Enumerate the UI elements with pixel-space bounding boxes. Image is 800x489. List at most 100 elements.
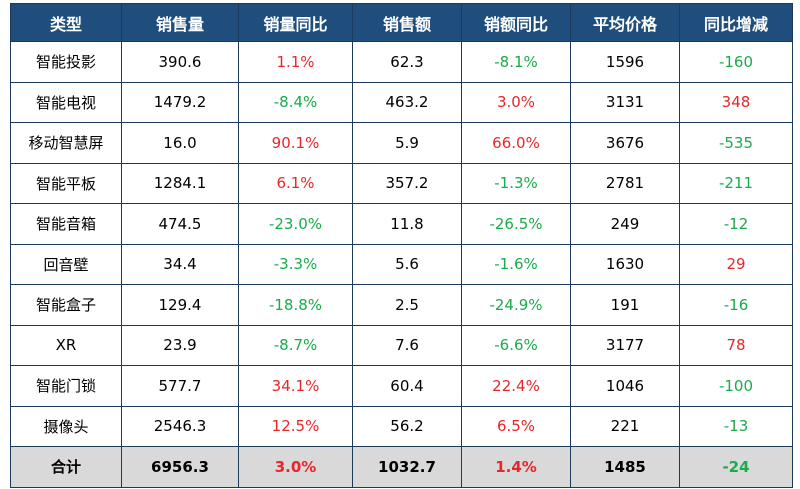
value-cell: 5.6 (352, 243, 462, 285)
value-cell: 1596 (570, 41, 680, 83)
value-cell: -8.4% (238, 81, 353, 123)
table-row: 智能音箱 474.5 -23.0% 11.8 -26.5% 249 -12 (10, 203, 793, 245)
table-row: 智能电视 1479.2 -8.4% 463.2 3.0% 3131 348 (10, 81, 793, 123)
value-cell: 1032.7 (352, 446, 462, 488)
value-cell: -23.0% (238, 203, 353, 245)
category-cell: 移动智慧屏 (10, 122, 122, 164)
value-cell: -6.6% (461, 324, 571, 366)
table-row: XR 23.9 -8.7% 7.6 -6.6% 3177 78 (10, 324, 793, 366)
value-cell: -3.3% (238, 243, 353, 285)
value-cell: 22.4% (461, 365, 571, 407)
value-cell: -1.3% (461, 162, 571, 204)
sales-table: 类型 销售量 销量同比 销售额 销额同比 平均价格 同比增减 智能投影 390.6 1.1% 62… (10, 3, 793, 488)
value-cell: 3.0% (461, 81, 571, 123)
value-cell: 78 (679, 324, 793, 366)
table-row: 智能投影 390.6 1.1% 62.3 -8.1% 1596 -160 (10, 41, 793, 83)
table-row: 智能盒子 129.4 -18.8% 2.5 -24.9% 191 -16 (10, 284, 793, 326)
value-cell: 90.1% (238, 122, 353, 164)
table-body: 智能投影 390.6 1.1% 62.3 -8.1% 1596 -160 智能电视 1479.2… (10, 41, 793, 488)
header-cell: 平均价格 (570, 3, 680, 42)
value-cell: 1046 (570, 365, 680, 407)
value-cell: -24.9% (461, 284, 571, 326)
value-cell: 11.8 (352, 203, 462, 245)
header-cell: 销售额 (352, 3, 462, 42)
value-cell: -26.5% (461, 203, 571, 245)
value-cell: 6.5% (461, 405, 571, 447)
category-cell: XR (10, 324, 122, 366)
value-cell: 23.9 (121, 324, 239, 366)
value-cell: 56.2 (352, 405, 462, 447)
value-cell: 474.5 (121, 203, 239, 245)
header-cell: 销额同比 (461, 3, 571, 42)
header-cell: 类型 (10, 3, 122, 42)
value-cell: 60.4 (352, 365, 462, 407)
value-cell: 221 (570, 405, 680, 447)
value-cell: -16 (679, 284, 793, 326)
value-cell: 249 (570, 203, 680, 245)
value-cell: 29 (679, 243, 793, 285)
value-cell: 3177 (570, 324, 680, 366)
value-cell: 1485 (570, 446, 680, 488)
value-cell: 34.4 (121, 243, 239, 285)
value-cell: -24 (679, 446, 793, 488)
category-cell: 智能平板 (10, 162, 122, 204)
category-cell: 回音壁 (10, 243, 122, 285)
table-row: 摄像头 2546.3 12.5% 56.2 6.5% 221 -13 (10, 405, 793, 447)
category-cell: 合计 (10, 446, 122, 488)
category-cell: 智能投影 (10, 41, 122, 83)
category-cell: 智能盒子 (10, 284, 122, 326)
value-cell: 3676 (570, 122, 680, 164)
table-row: 移动智慧屏 16.0 90.1% 5.9 66.0% 3676 -535 (10, 122, 793, 164)
value-cell: 191 (570, 284, 680, 326)
category-cell: 智能门锁 (10, 365, 122, 407)
value-cell: 1284.1 (121, 162, 239, 204)
value-cell: -160 (679, 41, 793, 83)
value-cell: 2.5 (352, 284, 462, 326)
value-cell: 16.0 (121, 122, 239, 164)
value-cell: 129.4 (121, 284, 239, 326)
value-cell: 3131 (570, 81, 680, 123)
value-cell: 34.1% (238, 365, 353, 407)
value-cell: 1.4% (461, 446, 571, 488)
value-cell: 463.2 (352, 81, 462, 123)
value-cell: 577.7 (121, 365, 239, 407)
category-cell: 摄像头 (10, 405, 122, 447)
value-cell: -18.8% (238, 284, 353, 326)
table-row: 智能平板 1284.1 6.1% 357.2 -1.3% 2781 -211 (10, 162, 793, 204)
header-cell: 销售量 (121, 3, 239, 42)
value-cell: 5.9 (352, 122, 462, 164)
value-cell: 1630 (570, 243, 680, 285)
table-row: 回音壁 34.4 -3.3% 5.6 -1.6% 1630 29 (10, 243, 793, 285)
value-cell: 348 (679, 81, 793, 123)
value-cell: 1.1% (238, 41, 353, 83)
table-header: 类型 销售量 销量同比 销售额 销额同比 平均价格 同比增减 (10, 3, 793, 42)
value-cell: -12 (679, 203, 793, 245)
value-cell: -211 (679, 162, 793, 204)
header-cell: 同比增减 (679, 3, 793, 42)
value-cell: -13 (679, 405, 793, 447)
value-cell: 66.0% (461, 122, 571, 164)
value-cell: -1.6% (461, 243, 571, 285)
value-cell: -8.7% (238, 324, 353, 366)
total-row: 合计 6956.3 3.0% 1032.7 1.4% 1485 -24 (10, 446, 793, 488)
value-cell: 2546.3 (121, 405, 239, 447)
value-cell: 2781 (570, 162, 680, 204)
value-cell: 3.0% (238, 446, 353, 488)
value-cell: 12.5% (238, 405, 353, 447)
table-row: 智能门锁 577.7 34.1% 60.4 22.4% 1046 -100 (10, 365, 793, 407)
category-cell: 智能电视 (10, 81, 122, 123)
value-cell: 7.6 (352, 324, 462, 366)
value-cell: -535 (679, 122, 793, 164)
value-cell: 357.2 (352, 162, 462, 204)
value-cell: -8.1% (461, 41, 571, 83)
header-cell: 销量同比 (238, 3, 353, 42)
value-cell: -100 (679, 365, 793, 407)
value-cell: 390.6 (121, 41, 239, 83)
value-cell: 1479.2 (121, 81, 239, 123)
value-cell: 6.1% (238, 162, 353, 204)
value-cell: 62.3 (352, 41, 462, 83)
header-row: 类型 销售量 销量同比 销售额 销额同比 平均价格 同比增减 (10, 3, 793, 42)
value-cell: 6956.3 (121, 446, 239, 488)
category-cell: 智能音箱 (10, 203, 122, 245)
